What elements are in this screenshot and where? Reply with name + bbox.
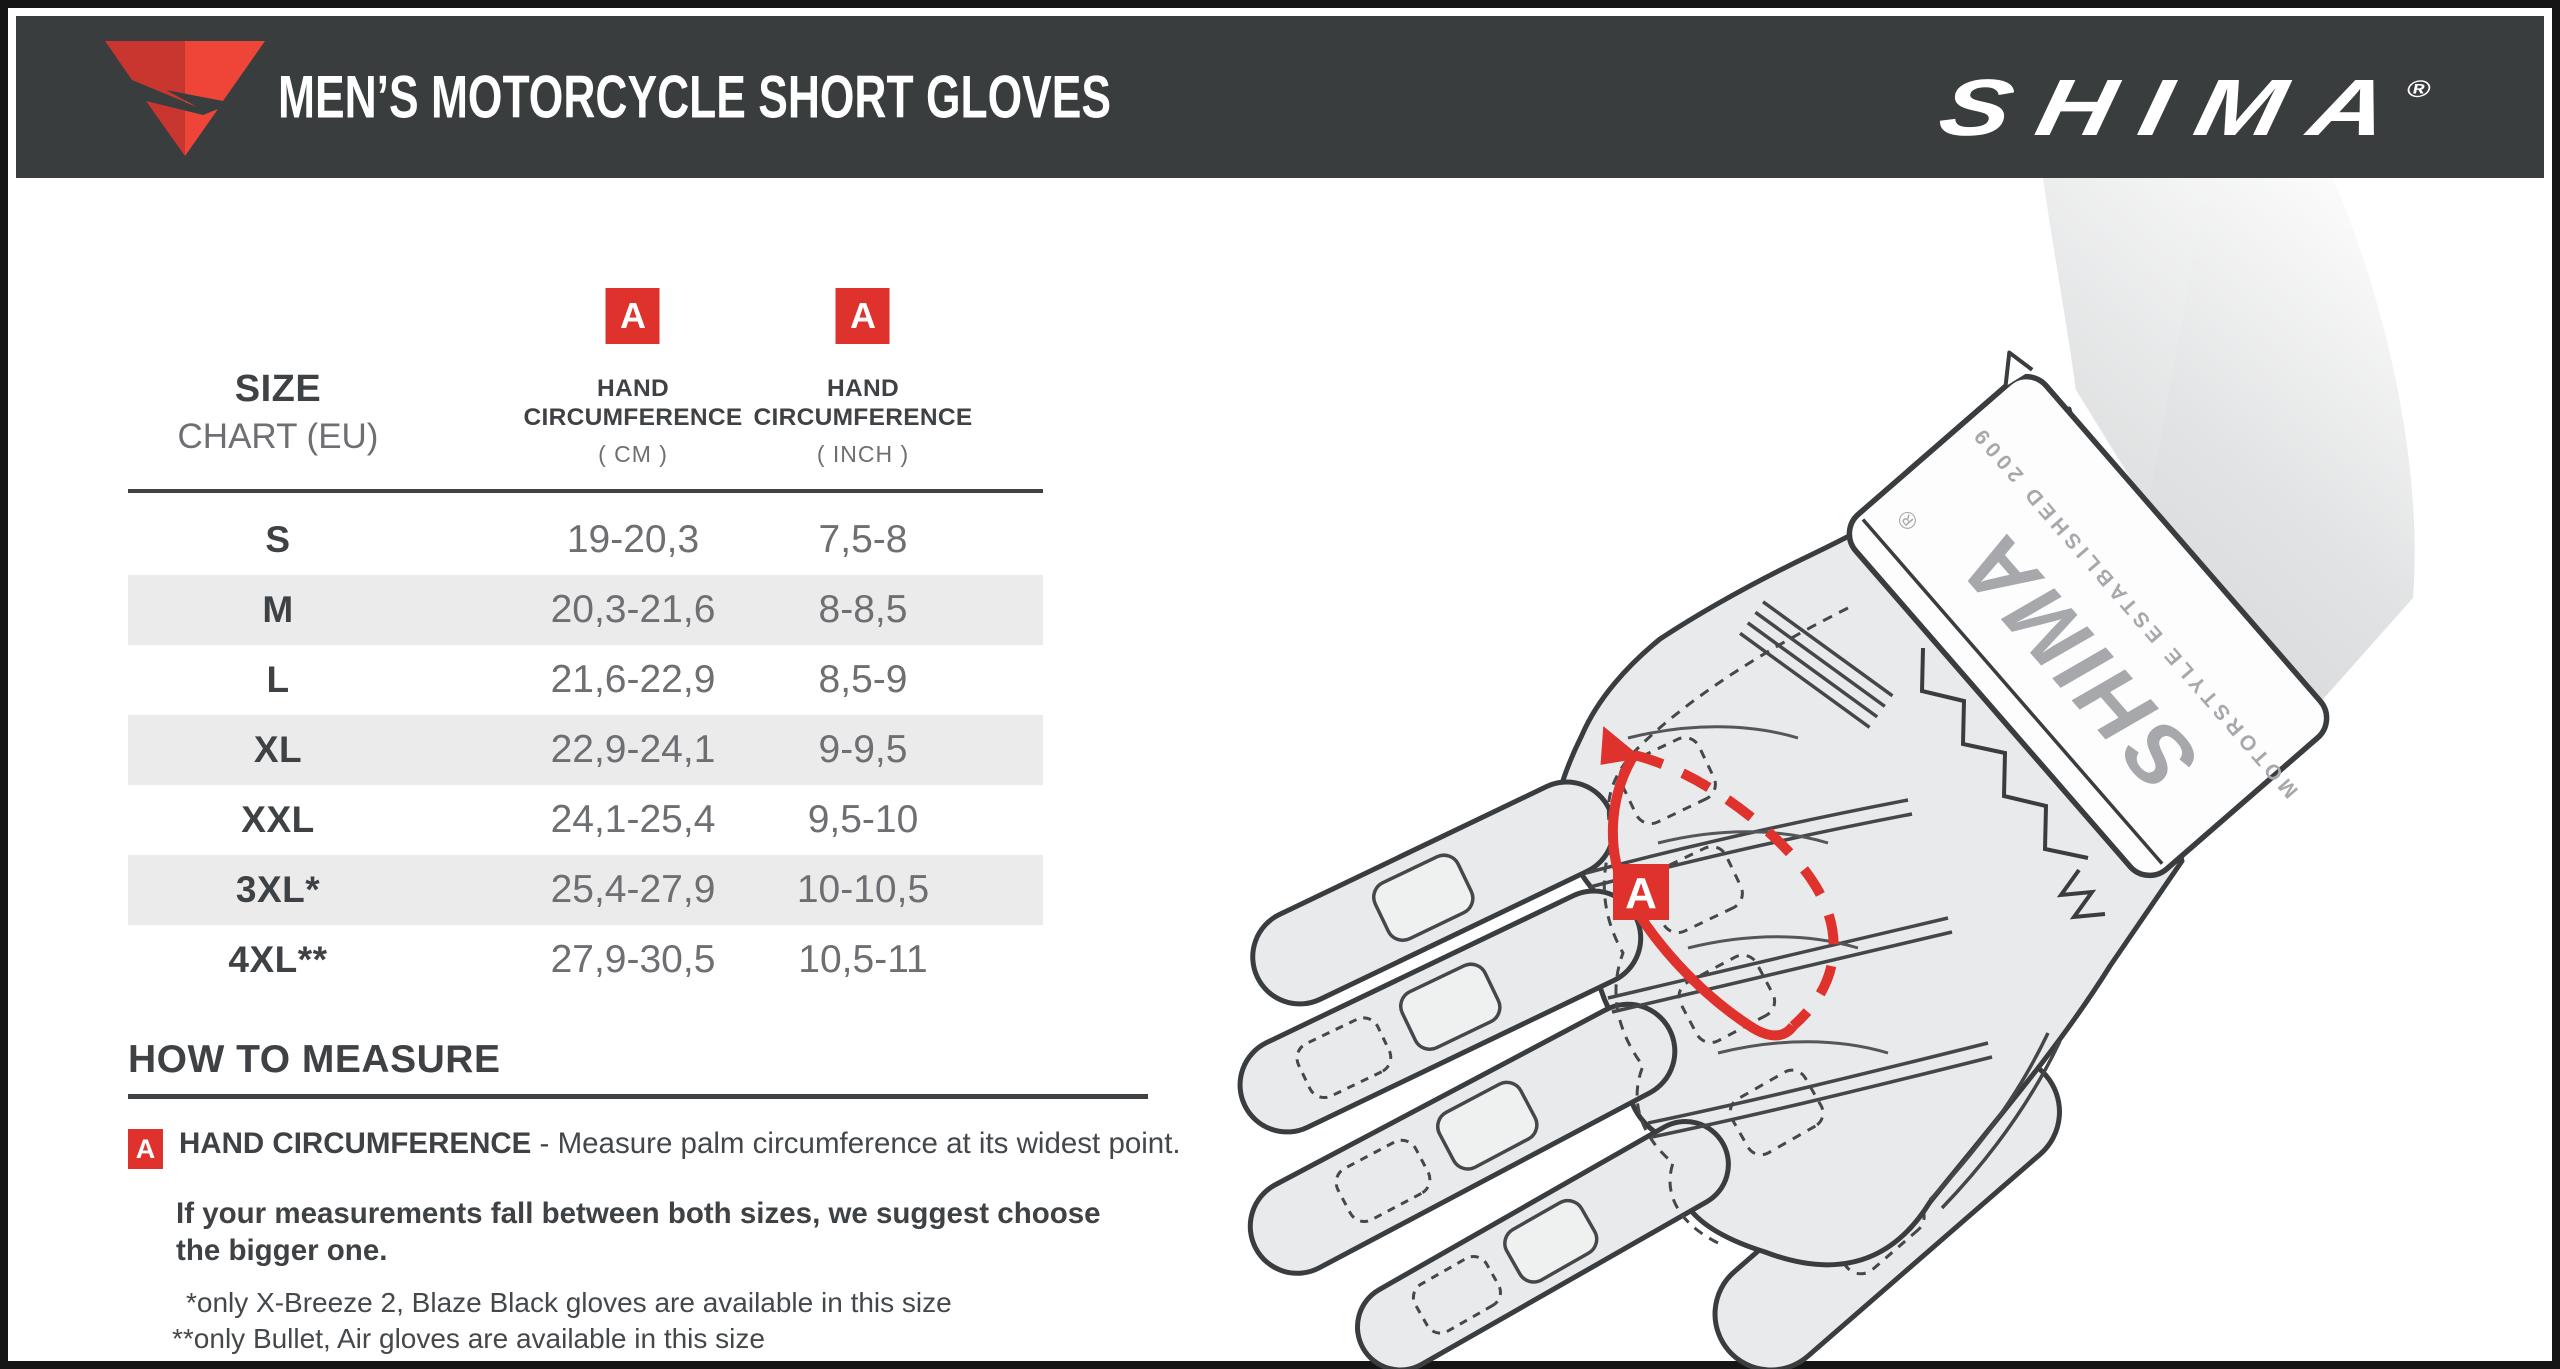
glove-seam-lines	[1585, 798, 2062, 1210]
measure-a-badge: A	[606, 288, 660, 344]
glove-finger-pinky	[1354, 1068, 1825, 1369]
size-suggestion-note: If your measurements fall between both s…	[176, 1197, 1101, 1268]
page-title: MEN’S MOTORCYCLE SHORT GLOVES	[278, 63, 1111, 131]
cell-size: S	[265, 519, 291, 560]
cell-size: M	[262, 589, 294, 630]
cell-size: XXL	[241, 799, 315, 840]
cell-cm: 22,9-24,1	[550, 728, 716, 771]
zigzag-stitching-small	[2056, 868, 2106, 920]
cell-cm: 25,4-27,9	[550, 868, 716, 911]
zigzag-stitching	[1919, 647, 2089, 860]
cell-size: XL	[253, 729, 303, 770]
how-to-measure-title: HOW TO MEASURE	[128, 1038, 501, 1081]
cell-cm: 21,6-22,9	[550, 658, 716, 701]
wrist-panel-lines	[1739, 600, 1894, 729]
glove-measurement-illustration: SHIMA ® MOTORSTYLE ESTABLISHED 2009 A	[1237, 178, 2415, 1369]
cm-unit: ( CM )	[598, 440, 668, 467]
measurement-arrowhead	[1600, 726, 1642, 765]
glove-finger-middle	[1237, 845, 1744, 1135]
table-row: M 20,3-21,6 8-8,5	[128, 575, 1043, 645]
cell-inch: 7,5-8	[818, 518, 908, 561]
forearm	[2043, 178, 2415, 733]
shima-logo-icon	[105, 41, 265, 156]
cell-cm: 24,1-25,4	[550, 798, 716, 841]
glove-dashed-contour	[1602, 606, 1849, 1245]
cell-cm: 27,9-30,5	[550, 938, 716, 981]
hand-circumference-paragraph: A HAND CIRCUMFERENCE - Measure palm circ…	[128, 1127, 1188, 1169]
measure-a-badge: A	[836, 288, 890, 344]
cell-inch: 8,5-9	[818, 658, 908, 701]
size-label: SIZE	[234, 368, 322, 410]
cell-inch: 10,5-11	[798, 938, 928, 981]
how-to-measure-rule	[128, 1094, 1148, 1099]
cell-size: L	[266, 659, 290, 700]
how-to-measure-section: HOW TO MEASURE A HAND CIRCUMFERENCE - Me…	[128, 1038, 1188, 1355]
measure-a-badge: A	[128, 1129, 163, 1169]
measure-description: - Measure palm circumference at its wide…	[531, 1127, 1181, 1160]
brand-wordmark: SHIMA®	[1931, 63, 2433, 152]
footnote-4xl: **only Bullet, Air gloves are available …	[172, 1323, 765, 1355]
cell-inch: 9-9,5	[818, 728, 908, 771]
measurement-a-badge: A	[1613, 864, 1669, 920]
cell-inch: 10-10,5	[796, 868, 930, 911]
cm-column-header: A HAND CIRCUMFERENCE ( CM )	[524, 288, 743, 468]
size-sublabel: CHART (EU)	[177, 417, 379, 456]
cell-inch: 8-8,5	[818, 588, 908, 631]
table-row: L 21,6-22,9 8,5-9	[128, 645, 1043, 715]
cell-cm: 19-20,3	[566, 518, 700, 561]
table-row: S 19-20,3 7,5-8	[128, 505, 1043, 575]
table-row: XXL 24,1-25,4 9,5-10	[128, 785, 1043, 855]
table-row: XL 22,9-24,1 9-9,5	[128, 715, 1043, 785]
footnote-3xl: *only X-Breeze 2, Blaze Black gloves are…	[186, 1287, 952, 1319]
header-bar: MEN’S MOTORCYCLE SHORT GLOVES SHIMA®	[16, 16, 2544, 178]
glove-finger-ring	[1247, 953, 1777, 1276]
inch-column-header: A HAND CIRCUMFERENCE ( INCH )	[754, 288, 973, 468]
cell-inch: 9,5-10	[807, 798, 919, 841]
cell-cm: 20,3-21,6	[550, 588, 716, 631]
inch-unit: ( INCH )	[816, 440, 910, 467]
cell-size: 3XL*	[235, 869, 321, 910]
table-row: 4XL** 27,9-30,5 10,5-11	[128, 925, 1043, 995]
glove-fold-lines	[1627, 725, 1889, 1055]
table-header-rule	[128, 489, 1043, 493]
size-table-rows: S 19-20,3 7,5-8 M 20,3-21,6 8-8,5 L 21,6-22,9 8,…	[128, 505, 1043, 995]
size-column-header: SIZE CHART (EU)	[178, 368, 379, 457]
glove-cuff	[1846, 350, 2330, 879]
glove-finger-index	[1250, 736, 1717, 1007]
svg-text:A: A	[1625, 869, 1657, 918]
measurement-ellipse	[1607, 750, 1839, 1041]
cell-size: 4XL**	[228, 939, 328, 980]
measure-term: HAND CIRCUMFERENCE	[179, 1127, 532, 1160]
table-row: 3XL* 25,4-27,9 10-10,5	[128, 855, 1043, 925]
